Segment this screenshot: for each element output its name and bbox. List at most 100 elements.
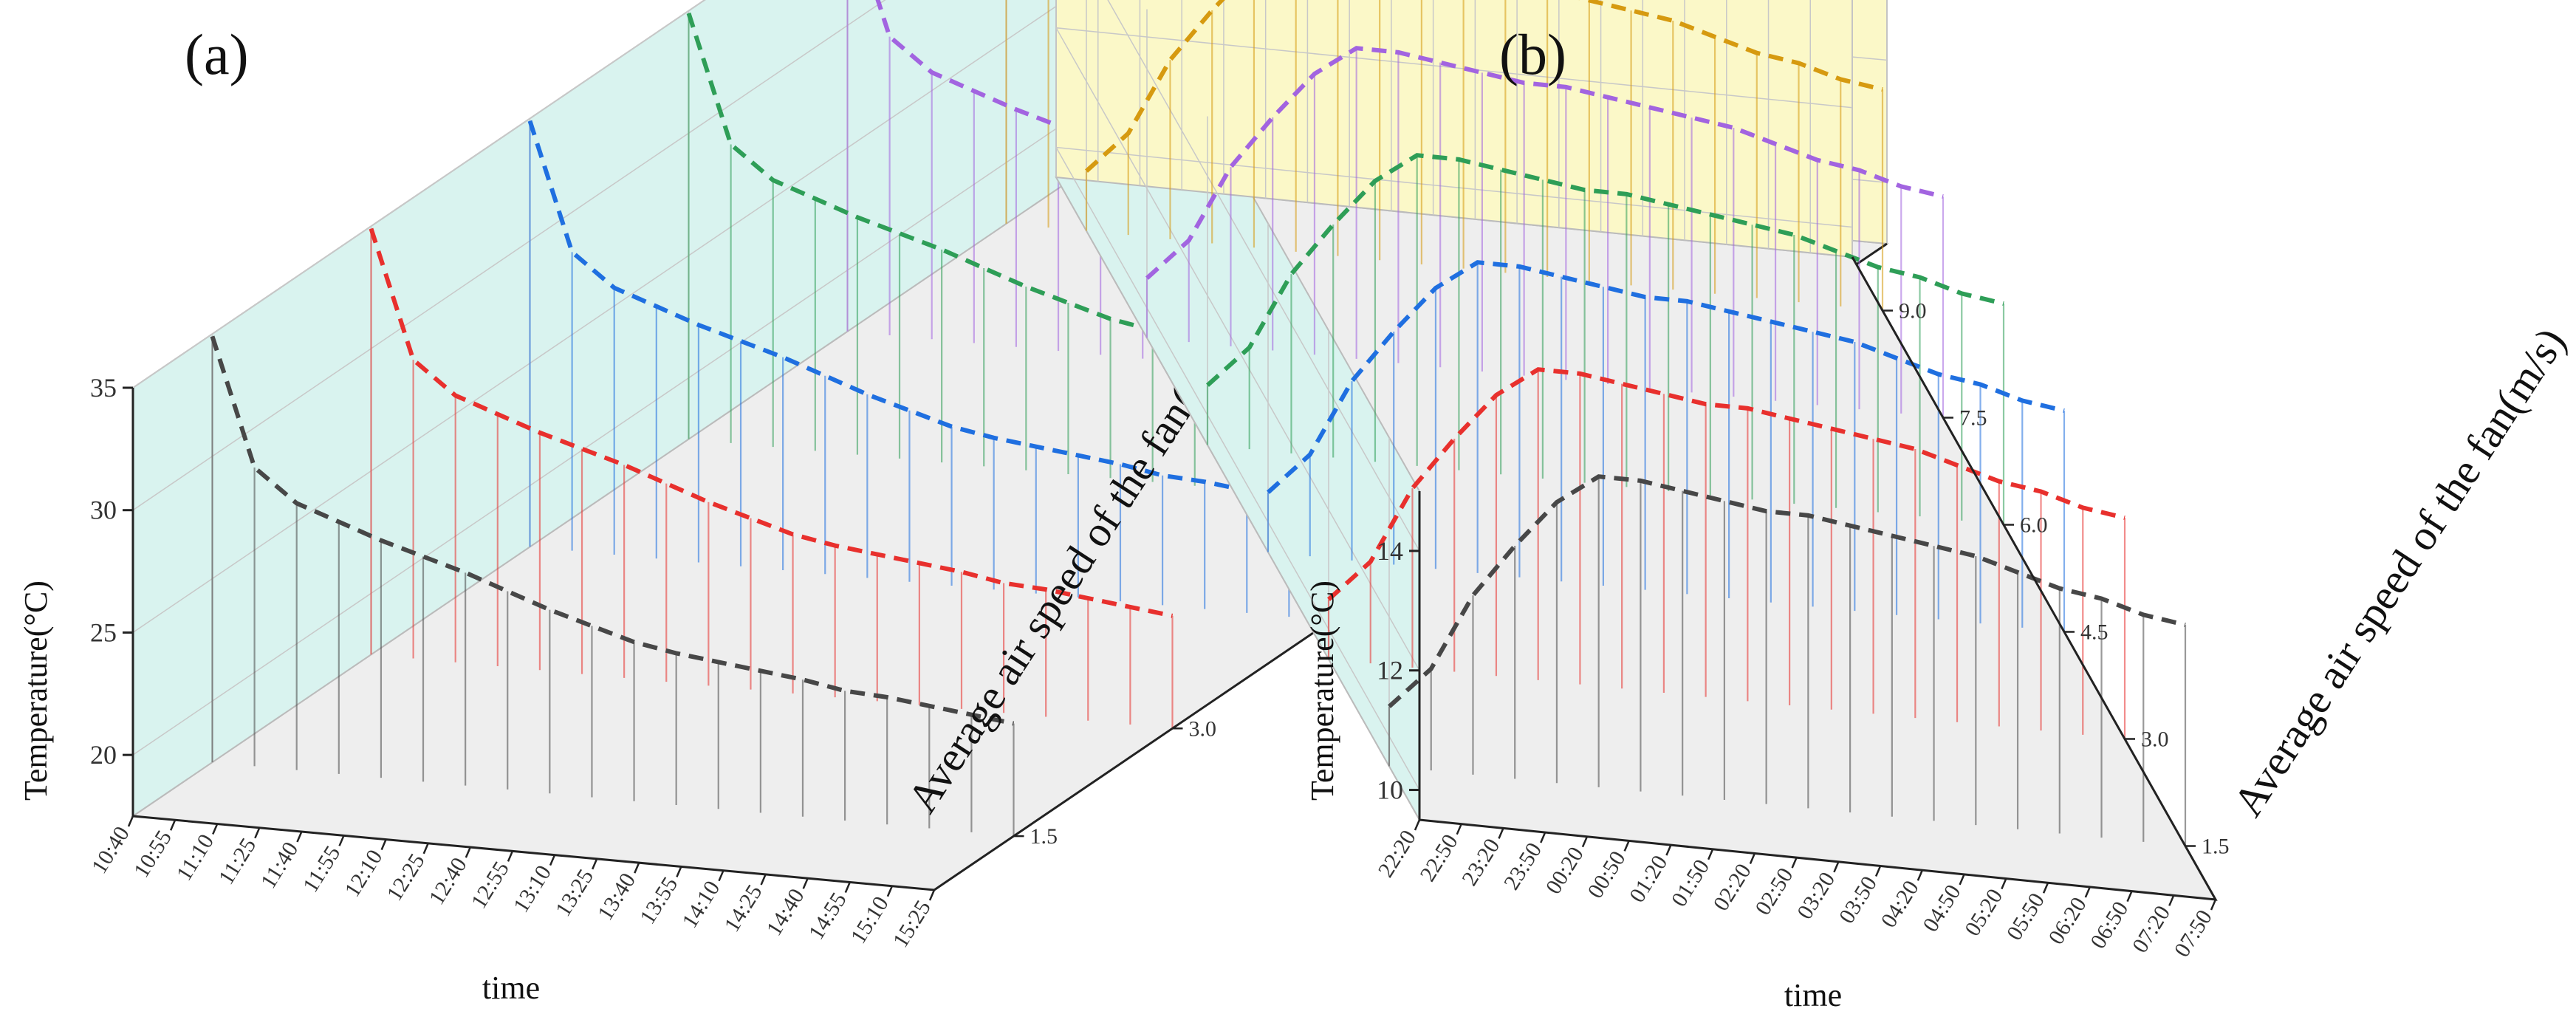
series-line (1266, 260, 2065, 494)
y-tick-label: 10 (1377, 776, 1403, 805)
x-tick-label: 03:50 (1835, 872, 1882, 928)
panel-label: (a) (185, 22, 249, 86)
x-tick (465, 846, 471, 858)
depth-tick-label: 3.0 (1189, 716, 1217, 741)
series-1.5 (1387, 474, 2187, 846)
x-tick-label: 05:20 (1960, 885, 2007, 940)
x-tick-label: 03:20 (1792, 868, 1840, 923)
x-tick (1665, 844, 1672, 856)
x-tick-label: 07:20 (2128, 902, 2175, 957)
x-tick (1456, 824, 1462, 835)
x-tick (1707, 849, 1714, 860)
x-tick-label: 01:50 (1667, 855, 1714, 911)
x-tick (1749, 852, 1756, 864)
x-tick-label: 06:50 (2086, 897, 2133, 953)
x-tick (127, 815, 134, 827)
x-tick-label: 10:55 (129, 826, 177, 881)
x-tick (1833, 861, 1840, 873)
depth-tick-label: 4.5 (2080, 620, 2109, 645)
x-tick (1791, 857, 1798, 869)
back-wall (1055, 0, 1853, 258)
x-tick-label: 14:10 (677, 877, 724, 932)
series-6.0 (1205, 153, 2005, 525)
x-tick (549, 855, 556, 866)
x-tick (169, 819, 177, 831)
y-gridline (132, 0, 706, 388)
x-tick (802, 877, 809, 889)
x-tick-label: 14:25 (719, 880, 767, 936)
x-tick-label: 12:10 (340, 846, 387, 901)
x-tick-label: 12:40 (425, 853, 472, 908)
x-tick (844, 881, 851, 893)
depth-tick-label: 7.5 (1959, 406, 1987, 431)
x-tick-label: 01:20 (1625, 851, 1672, 906)
y-gridline (132, 0, 886, 511)
x-tick (1623, 840, 1630, 852)
series-line (1145, 46, 1944, 280)
y-tick-label: 35 (90, 373, 117, 403)
x-tick (1916, 869, 1923, 881)
x-tick (1540, 832, 1546, 843)
series-3.0 (1326, 367, 2126, 739)
x-tick (254, 827, 261, 839)
x-tick-label: 05:50 (2002, 889, 2049, 944)
x-tick (718, 870, 724, 882)
x-tick-label: 07:50 (2170, 905, 2217, 961)
depth-tick-label: 6.0 (2020, 513, 2048, 538)
x-tick-label: 00:50 (1583, 847, 1630, 903)
depth-axis-title: Average air speed of the fan(m/s) (2224, 319, 2575, 824)
x-tick-label: 23:50 (1499, 838, 1546, 894)
x-tick (507, 850, 514, 862)
x-tick (2042, 882, 2049, 894)
y-tick-label: 14 (1377, 536, 1403, 566)
depth-tick-label: 1.5 (1030, 824, 1058, 849)
x-tick-label: 11:10 (172, 830, 219, 886)
series-line (210, 335, 1015, 726)
series-7.5 (1145, 46, 1945, 418)
y-gridline (1107, 0, 1420, 552)
x-tick-label: 04:20 (1877, 876, 1924, 931)
x-tick (676, 866, 682, 877)
x-tick-label: 14:40 (761, 884, 809, 939)
x-tick (380, 839, 387, 851)
x-tick-label: 02:20 (1709, 860, 1756, 915)
x-tick-label: 15:25 (888, 896, 936, 951)
y-tick-label: 20 (90, 740, 117, 770)
panel-b-chart: 10 12 14 22:2022:5023:2023:5000:2000:5001:2… (1055, 0, 2575, 1013)
x-tick-label: 12:55 (467, 857, 514, 913)
x-tick-label: 11:40 (256, 838, 304, 893)
panel-label: (b) (1499, 22, 1566, 86)
x-tick-label: 13:10 (509, 861, 556, 917)
series-line (527, 120, 1332, 510)
x-tick-label: 14:55 (804, 889, 852, 944)
x-tick-label: 11:55 (298, 842, 346, 897)
y-axis-title: Temperature(°C) (18, 581, 54, 801)
x-tick (2084, 886, 2091, 898)
x-tick (1498, 827, 1504, 839)
x-tick-label: 15:10 (846, 892, 894, 948)
x-tick-label: 23:20 (1457, 835, 1504, 890)
x-tick-label: 22:20 (1374, 826, 1421, 881)
x-tick (886, 886, 894, 897)
y-tick-label: 25 (90, 617, 117, 647)
axis-frame (1418, 256, 2218, 901)
x-tick-label: 10:40 (87, 822, 134, 877)
x-tick (1581, 836, 1589, 848)
x-tick (592, 858, 598, 870)
series-4.5 (1266, 260, 2066, 632)
x-tick-label: 02:50 (1750, 863, 1798, 919)
series-9.0 (1084, 0, 1884, 311)
x-tick (760, 874, 767, 886)
x-tick-label: 11:25 (214, 834, 261, 889)
series-line (1205, 153, 2004, 387)
x-tick (928, 889, 936, 901)
x-tick (2210, 899, 2217, 911)
series-line (1326, 367, 2125, 601)
y-gridline (1055, 27, 1853, 671)
depth-tick-label: 1.5 (2202, 835, 2230, 859)
x-tick-label: 13:55 (635, 873, 682, 928)
x-tick (1414, 819, 1421, 831)
x-tick-label: 12:25 (382, 849, 429, 905)
series-1.5 (210, 335, 1015, 837)
